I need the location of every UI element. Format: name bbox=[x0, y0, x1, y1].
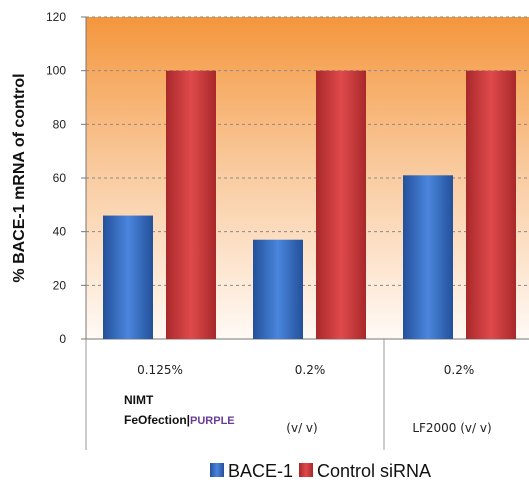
bar-bace1-3 bbox=[403, 175, 453, 339]
bar-bace1-2 bbox=[253, 239, 303, 339]
category-label-3: 0.2% bbox=[444, 363, 475, 377]
bars bbox=[103, 70, 516, 340]
legend-swatch-control bbox=[299, 463, 313, 477]
group-label-line1: NIMT bbox=[124, 393, 154, 407]
legend-label-bace1: BACE-1 bbox=[228, 461, 293, 481]
y-tick-label-60: 60 bbox=[53, 171, 67, 185]
category-label-2: 0.2% bbox=[295, 363, 326, 377]
category-label-1: 0.125% bbox=[137, 363, 183, 377]
group-label-line2a: FeOfection| bbox=[124, 413, 190, 427]
bar-control-3 bbox=[466, 70, 516, 340]
y-tick-label-0: 0 bbox=[59, 332, 66, 346]
y-tick-label-80: 80 bbox=[53, 117, 67, 131]
category-table bbox=[85, 339, 385, 450]
group-label-unit: (v/ v) bbox=[286, 421, 317, 435]
bar-control-2 bbox=[316, 70, 366, 340]
gridlines bbox=[86, 16, 529, 286]
legend: BACE-1 Control siRNA bbox=[210, 461, 431, 481]
y-tick-label-100: 100 bbox=[46, 64, 66, 78]
legend-swatch-bace1 bbox=[210, 463, 224, 477]
category-labels: 0.125% 0.2% 0.2% bbox=[137, 363, 474, 377]
group-label-lf2000: LF2000 (v/ v) bbox=[412, 421, 491, 435]
y-tick-label-40: 40 bbox=[53, 225, 67, 239]
y-tick-label-120: 120 bbox=[46, 10, 66, 24]
y-axis-label: % BACE-1 mRNA of control bbox=[11, 73, 28, 282]
y-axis-ticks: 0 20 40 60 80 100 120 bbox=[46, 10, 86, 346]
group-label-line2: FeOfection|PURPLE bbox=[124, 413, 235, 427]
legend-label-control: Control siRNA bbox=[317, 461, 431, 481]
y-tick-label-20: 20 bbox=[53, 278, 67, 292]
bar-control-1 bbox=[166, 70, 216, 340]
group-label-line2b: PURPLE bbox=[190, 415, 235, 427]
bar-bace1-1 bbox=[103, 215, 153, 339]
